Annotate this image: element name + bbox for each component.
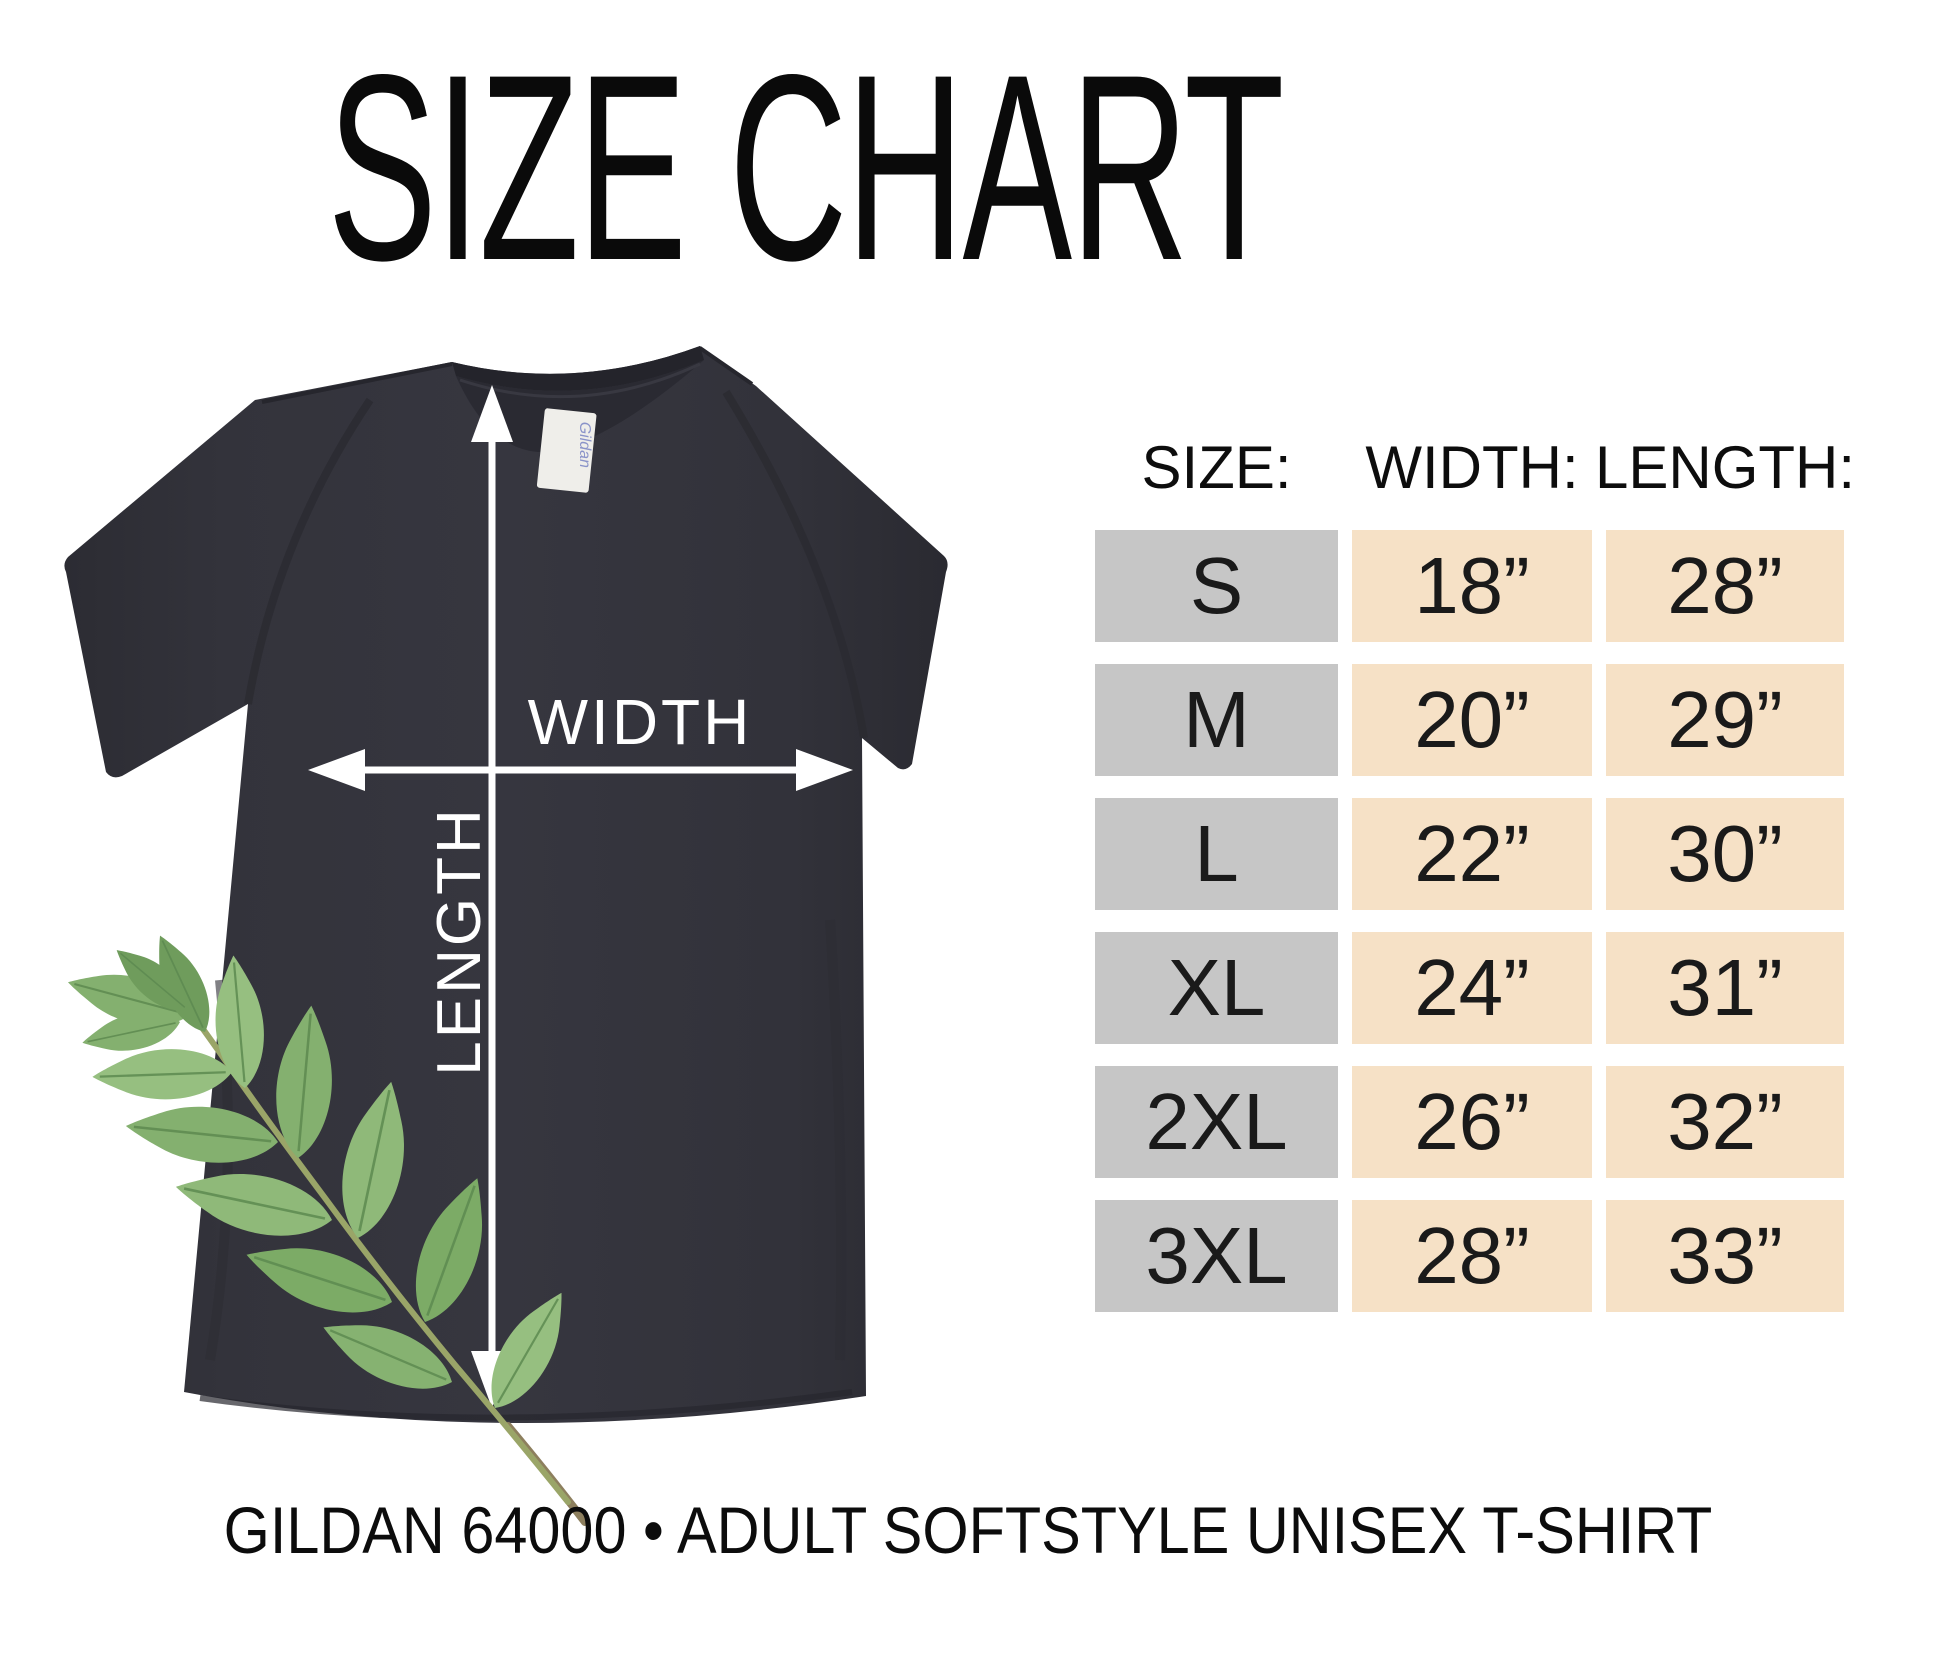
tshirt-collar [452, 346, 704, 452]
size-cell: M [1095, 664, 1338, 776]
page-title: SIZE CHART [327, 20, 1284, 316]
width-cell: 18” [1352, 530, 1592, 642]
width-cell: 28” [1352, 1200, 1592, 1312]
width-cell: 20” [1352, 664, 1592, 776]
gildan-tag: Gildan [536, 408, 597, 493]
length-cell: 32” [1606, 1066, 1844, 1178]
size-cell: 3XL [1095, 1200, 1338, 1312]
width-cell: 24” [1352, 932, 1592, 1044]
width-label: WIDTH [528, 686, 753, 758]
tshirt-illustration: Gildan WIDTH LENGTH [61, 346, 948, 1526]
size-cell: L [1095, 798, 1338, 910]
length-cell: 30” [1606, 798, 1844, 910]
size-cell: XL [1095, 932, 1338, 1044]
length-cell: 33” [1606, 1200, 1844, 1312]
length-cell: 28” [1606, 530, 1844, 642]
column-header-size: SIZE: [1141, 434, 1292, 501]
size-table: SIZE: WIDTH: LENGTH: S 18” 28” M 20” 29”… [1095, 430, 1856, 1312]
product-caption: GILDAN 64000 • ADULT SOFTSTYLE UNISEX T-… [223, 1493, 1713, 1567]
size-cell: 2XL [1095, 1066, 1338, 1178]
length-label: LENGTH [425, 806, 494, 1075]
tshirt-body [64, 346, 948, 1424]
leaf-branch [61, 926, 589, 1526]
column-header-length: LENGTH: [1594, 434, 1856, 501]
size-cell: S [1095, 530, 1338, 642]
length-cell: 31” [1606, 932, 1844, 1044]
tag-label: Gildan [576, 422, 593, 468]
width-arrow [308, 749, 853, 791]
width-cell: 22” [1352, 798, 1592, 910]
length-cell: 29” [1606, 664, 1844, 776]
column-header-width: WIDTH: [1365, 434, 1579, 501]
width-cell: 26” [1352, 1066, 1592, 1178]
